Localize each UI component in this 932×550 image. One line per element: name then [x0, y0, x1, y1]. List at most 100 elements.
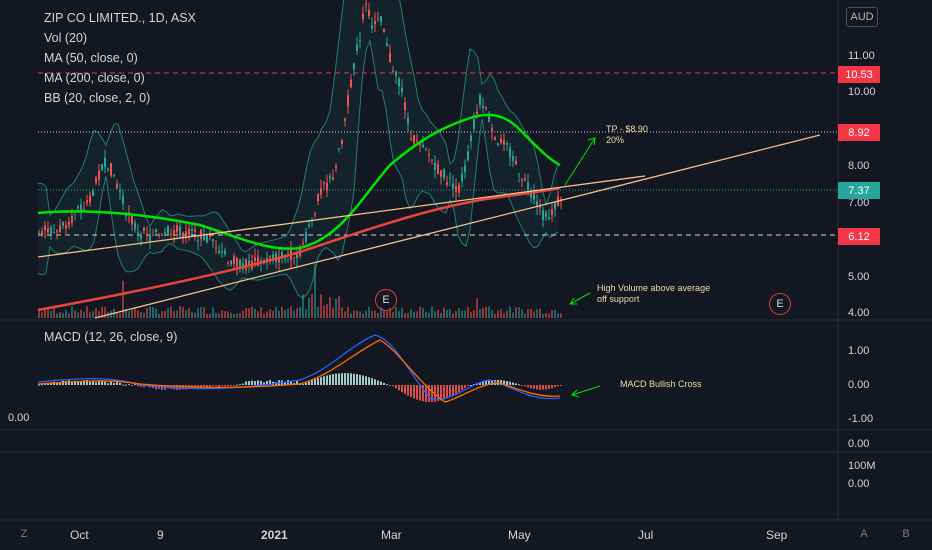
- candle-body: [209, 235, 211, 237]
- volume-bar: [218, 313, 220, 318]
- macd-histogram-bar: [224, 385, 226, 387]
- candle-body: [437, 164, 439, 174]
- macd-histogram-bar: [410, 385, 412, 398]
- tp-annotation-line2: 20%: [606, 135, 625, 145]
- macd-histogram-bar: [464, 385, 466, 389]
- volume-bar: [440, 313, 442, 318]
- macd-histogram-bar: [86, 380, 88, 385]
- candle-body: [113, 174, 115, 176]
- macd-histogram-bar: [317, 378, 319, 385]
- ma50-line: [37, 113, 561, 250]
- candle-body: [398, 78, 400, 87]
- volume-bar: [410, 309, 412, 318]
- candle-body: [167, 226, 169, 234]
- candle-body: [197, 240, 199, 242]
- macd-histogram-bar: [116, 382, 118, 385]
- macd-histogram-bar: [56, 382, 58, 385]
- candle-body: [182, 232, 184, 238]
- volume-indicator-label[interactable]: Vol (20): [44, 31, 88, 45]
- volume-bar: [275, 306, 277, 318]
- macd-histogram-bar: [368, 377, 370, 385]
- price-axis-label-3: 8.00: [848, 160, 870, 172]
- volume-bar: [140, 312, 142, 318]
- candle-body: [137, 232, 139, 234]
- volume-bar: [56, 313, 58, 318]
- macd-histogram-bar: [455, 385, 457, 394]
- earnings-event-badge[interactable]: E: [375, 289, 397, 311]
- auto-scale-button[interactable]: A: [860, 528, 868, 540]
- candle-body: [95, 178, 97, 183]
- macd-histogram-bar: [551, 385, 553, 389]
- macd-histogram-bar: [404, 385, 406, 395]
- volume-bar: [392, 312, 394, 318]
- macd-histogram-bar: [560, 385, 562, 386]
- candle-body: [149, 234, 151, 242]
- macd-histogram-bar: [218, 385, 220, 388]
- volume-bar: [452, 313, 454, 318]
- macd-histogram-bar: [542, 385, 544, 390]
- candle-body: [233, 256, 235, 265]
- volume-bar: [401, 307, 403, 318]
- macd-histogram-bar: [353, 373, 355, 385]
- volume-bar: [494, 313, 496, 318]
- macd-histogram-bar: [239, 384, 241, 386]
- volume-bar: [44, 309, 46, 318]
- price-tag-current: 7.37: [838, 182, 880, 199]
- candle-body: [425, 149, 427, 151]
- macd-histogram-bar: [140, 385, 142, 387]
- volume-bar: [194, 312, 196, 318]
- bar-settings-button[interactable]: B: [902, 528, 910, 540]
- candle-body: [281, 252, 283, 258]
- macd-histogram-bar: [536, 385, 538, 390]
- volume-bar: [212, 307, 214, 318]
- macd-histogram-bar: [512, 382, 514, 385]
- macd-histogram-bar: [380, 381, 382, 385]
- candle-body: [317, 194, 319, 202]
- ma50-indicator-label[interactable]: MA (50, close, 0): [44, 51, 138, 65]
- macd-histogram-bar: [419, 385, 421, 401]
- macd-histogram-bar: [491, 380, 493, 385]
- volume-bar: [479, 309, 481, 318]
- volume-bar: [350, 313, 352, 318]
- currency-badge[interactable]: AUD: [846, 7, 878, 27]
- macd-histogram-bar: [422, 385, 424, 402]
- macd-indicator-label[interactable]: MACD (12, 26, close, 9): [44, 330, 178, 344]
- candle-body: [410, 138, 412, 140]
- symbol-title[interactable]: ZIP CO LIMITED., 1D, ASX: [44, 11, 196, 25]
- price-axis-label-7: 4.00: [848, 307, 870, 319]
- bollinger-indicator-label[interactable]: BB (20, close, 2, 0): [44, 91, 151, 105]
- candle-body: [176, 225, 178, 233]
- zoom-button[interactable]: Z: [20, 528, 28, 540]
- volume-annotation-line1: High Volume above average: [597, 283, 711, 293]
- candle-body: [326, 182, 328, 191]
- candle-body: [374, 20, 376, 25]
- volume-bar: [245, 307, 247, 318]
- candle-body: [116, 183, 118, 189]
- candle-body: [212, 239, 214, 242]
- macd-histogram-bar: [101, 380, 103, 385]
- volume-bar: [71, 306, 73, 318]
- candle-body: [407, 117, 409, 125]
- volume-bar: [326, 304, 328, 318]
- volume-bar: [503, 313, 505, 318]
- macd-histogram-bar: [341, 373, 343, 385]
- time-axis-label-4: May: [508, 528, 531, 542]
- candle-body: [428, 153, 430, 155]
- macd-histogram-bar: [104, 381, 106, 385]
- lower-axis-label-2: 0.00: [848, 478, 870, 490]
- candle-body: [140, 234, 142, 239]
- macd-histogram-bar: [452, 385, 454, 396]
- macd-histogram-bar: [212, 385, 214, 386]
- chart-legend: ZIP CO LIMITED., 1D, ASX Vol (20) MA (50…: [44, 8, 196, 108]
- earnings-event-badge-future[interactable]: E: [769, 293, 791, 315]
- volume-bar: [197, 308, 199, 318]
- candle-body: [503, 140, 505, 145]
- macd-histogram-bar: [371, 378, 373, 385]
- candle-body: [170, 233, 172, 235]
- volume-bar: [530, 308, 532, 318]
- ma200-indicator-label[interactable]: MA (200, close, 0): [44, 71, 145, 85]
- macd-histogram-bar: [215, 385, 217, 386]
- macd-histogram-bar: [80, 382, 82, 385]
- volume-bar: [428, 312, 430, 318]
